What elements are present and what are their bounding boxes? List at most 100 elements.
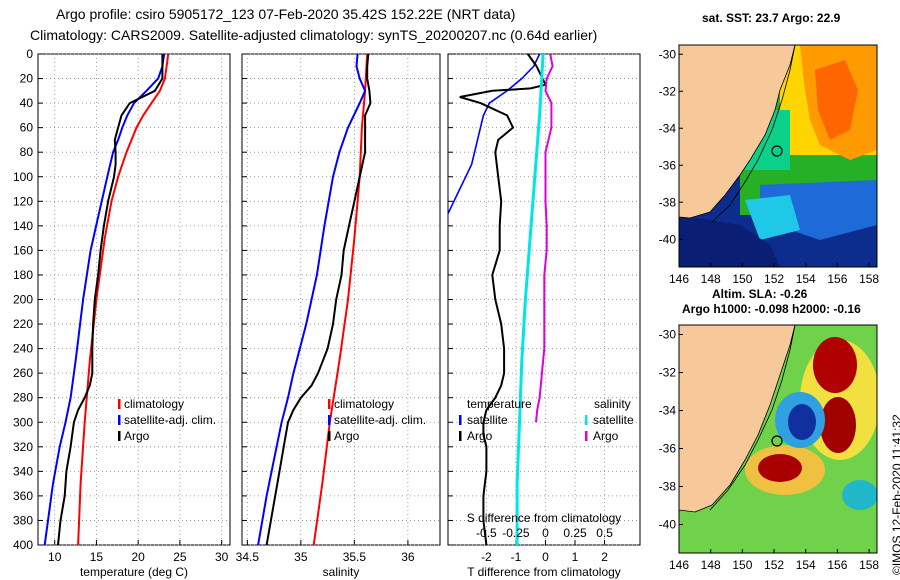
diff-legend-swatch <box>585 415 588 425</box>
sal-xtick-label: 34.5 <box>236 550 260 564</box>
diff-legend-label: satellite <box>467 413 508 427</box>
temp-argo-line <box>57 54 164 546</box>
temp-xtick-label: 20 <box>131 550 145 564</box>
sst-map <box>679 45 877 267</box>
diff-sal-tick-label: 0.25 <box>563 526 587 540</box>
sla-map <box>679 325 877 553</box>
sla-float-marker <box>771 435 783 447</box>
sst-frame <box>678 44 878 268</box>
diff-xtick-label: -2 <box>481 550 492 564</box>
sla-ytick-label: -30 <box>659 328 677 342</box>
sla-high-south <box>758 454 802 482</box>
credit-text: ©IMOS 12-Feb-2020 11:41:32 <box>890 414 900 575</box>
temp-legend-swatch <box>118 415 121 425</box>
sst-ytick-label: -40 <box>659 232 677 246</box>
temp-depth-label: 300 <box>13 415 33 429</box>
temp-depth-label: 0 <box>26 47 33 61</box>
diff-sal-tick-label: 0.5 <box>596 526 613 540</box>
sla-low-core <box>788 404 816 440</box>
sst-ytick-label: -38 <box>659 195 677 209</box>
temp-depth-label: 220 <box>13 317 33 331</box>
sal-legend-swatch <box>328 415 331 425</box>
sal-legend-swatch <box>328 399 331 409</box>
temp-depth-label: 280 <box>13 391 33 405</box>
temp-depth-label: 80 <box>20 145 34 159</box>
sst-title: sat. SST: 23.7 Argo: 22.9 <box>702 11 841 25</box>
temp-depth-label: 40 <box>20 96 34 110</box>
sla-title: Altim. SLA: -0.26 <box>712 287 808 301</box>
sst-xtick-label: 150 <box>732 272 752 286</box>
temp-depth-label: 100 <box>13 170 33 184</box>
sal-xtick-label: 36 <box>401 550 415 564</box>
temp-depth-label: 240 <box>13 342 33 356</box>
sla-land <box>679 325 796 513</box>
sal-xtick-label: 35.5 <box>343 550 367 564</box>
sla-ytick-label: -40 <box>659 518 677 532</box>
sla-shelf-contour <box>709 325 796 511</box>
temp-legend-swatch <box>118 399 121 409</box>
title-line-1: Argo profile: csiro 5905172_123 07-Feb-2… <box>56 6 516 22</box>
diff-xtick-label: 2 <box>601 550 608 564</box>
h-title: Argo h1000: -0.098 h2000: -0.16 <box>682 302 861 316</box>
diff-xtick-label: 1 <box>572 550 579 564</box>
temp-depth-label: 340 <box>13 464 33 478</box>
temp-depth-label: 60 <box>20 121 34 135</box>
temp-depth-label: 20 <box>20 72 34 86</box>
diff-legend-sal-title: salinity <box>594 397 631 411</box>
sst-ytick-label: -36 <box>659 158 677 172</box>
diff-legend-label: satellite <box>593 413 634 427</box>
temperature-panel: 10 15 20 25 30020406080100120140160180200220… <box>13 47 231 579</box>
sst-xtick-label: 158 <box>859 272 879 286</box>
temp-legend-label: satellite-adj. clim. <box>124 413 216 427</box>
sla-ytick-label: -38 <box>659 480 677 494</box>
sla-xtick-label: 148 <box>701 558 721 572</box>
temp-depth-label: 120 <box>13 194 33 208</box>
sst-xtick-label: 154 <box>796 272 816 286</box>
temp-xtick-label: 15 <box>90 550 104 564</box>
sst-land <box>679 45 796 219</box>
diff-temp-satellite-line <box>447 53 541 214</box>
diff-temp-argo-line <box>459 53 547 546</box>
sst-ytick-label: -30 <box>659 47 677 61</box>
sla-xtick-label: 150 <box>732 558 752 572</box>
sla-xtick-label: 154 <box>796 558 816 572</box>
diff-legend-swatch <box>459 431 462 441</box>
sst-shelf-contour <box>711 45 796 223</box>
sst-xtick-label: 152 <box>764 272 784 286</box>
temp-xtick-label: 25 <box>173 550 187 564</box>
sal-legend-label: Argo <box>334 429 360 443</box>
temp-xtick-label: 10 <box>48 550 62 564</box>
sst-ytick-label: -32 <box>659 84 677 98</box>
temp-depth-label: 320 <box>13 440 33 454</box>
sla-ytick-label: -32 <box>659 366 677 380</box>
sst-xtick-label: 156 <box>827 272 847 286</box>
temp-xlabel: temperature (deg C) <box>80 565 188 579</box>
salinity-panel: 34.5 35 35.5 36 salinity climatology satellite… <box>236 53 441 579</box>
diff-xtick-label: 0 <box>542 550 549 564</box>
temp-satellite-line <box>43 53 166 546</box>
diff-sal-tick-label: 0 <box>542 526 549 540</box>
temp-depth-label: 200 <box>13 293 33 307</box>
diff-legend-swatch <box>459 415 462 425</box>
sst-xtick-label: 148 <box>701 272 721 286</box>
diff-legend-label: Argo <box>593 429 619 443</box>
sal-xtick-label: 35 <box>294 550 308 564</box>
diff-xtick-label: -1 <box>511 550 522 564</box>
sst-deep-blue <box>679 215 780 267</box>
temp-depth-label: 160 <box>13 243 33 257</box>
sla-frame <box>678 324 878 554</box>
sst-ytick-label: -34 <box>659 121 677 135</box>
temp-depth-label: 360 <box>13 489 33 503</box>
sal-climatology-line <box>312 53 369 546</box>
temp-legend-label: climatology <box>124 397 184 411</box>
sal-legend-label: climatology <box>334 397 394 411</box>
diff-sal-argo-line <box>535 53 554 423</box>
sal-satellite-line <box>257 53 367 546</box>
diff-sal-tick-label: -0.25 <box>502 526 530 540</box>
sla-xtick-label: 152 <box>764 558 784 572</box>
temp-xtick-label: 30 <box>215 550 229 564</box>
map-ticks: 146 148 150 152 154 156 158 -30 -32 -34 -36 -38 -40 1… <box>659 47 880 572</box>
diff-xlabel: T difference from climatology <box>467 565 621 579</box>
diff-sal-axis-label: S difference from climatology <box>467 511 622 525</box>
temp-depth-label: 400 <box>13 538 33 552</box>
